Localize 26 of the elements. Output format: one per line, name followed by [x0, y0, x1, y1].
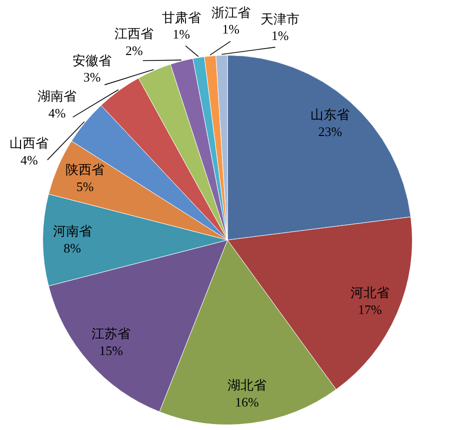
data-label: 17% — [358, 302, 382, 318]
slice-label: 河南省 — [52, 224, 92, 239]
data-label: 4% — [20, 152, 38, 168]
data-label: 4% — [48, 105, 66, 120]
slice-label: 甘肃省 — [162, 10, 201, 25]
data-label: 3% — [83, 70, 101, 85]
slice-label: 山东省 — [310, 107, 350, 122]
slice-label: 浙江省 — [211, 4, 250, 20]
slice-label: 天津市 — [260, 11, 300, 26]
data-label: 5% — [76, 178, 94, 194]
data-label: 1% — [222, 22, 240, 37]
slice-label: 陕西省 — [66, 162, 105, 177]
data-label: 1% — [271, 28, 289, 44]
slice-label: 河北省 — [350, 285, 390, 300]
data-label: 16% — [235, 394, 260, 410]
data-label: 8% — [64, 240, 82, 256]
slice-label: 江苏省 — [92, 326, 131, 342]
data-label: 15% — [99, 343, 124, 358]
slice-label: 湖北省 — [227, 378, 266, 393]
slice-label: 安徽省 — [72, 52, 112, 68]
slice-label: 湖南省 — [38, 88, 77, 104]
data-label: 23% — [318, 124, 342, 140]
data-label: 2% — [126, 42, 144, 58]
data-label: 1% — [172, 26, 190, 42]
slice-label: 江西省 — [114, 26, 154, 42]
slice-label: 山西省 — [10, 135, 49, 150]
